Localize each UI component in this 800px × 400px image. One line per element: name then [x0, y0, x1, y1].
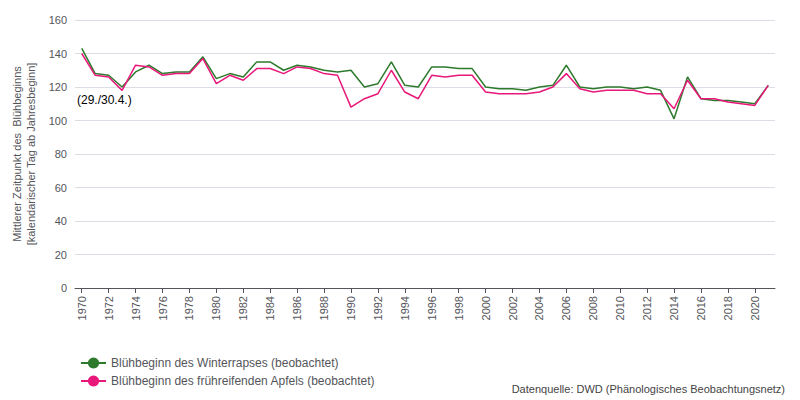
svg-text:1972: 1972: [103, 296, 115, 320]
svg-text:60: 60: [55, 182, 67, 194]
svg-text:80: 80: [55, 148, 67, 160]
svg-text:2014: 2014: [668, 296, 680, 320]
svg-text:1970: 1970: [76, 296, 88, 320]
svg-text:2018: 2018: [722, 296, 734, 320]
svg-text:1992: 1992: [372, 296, 384, 320]
svg-text:1986: 1986: [291, 296, 303, 320]
svg-text:1982: 1982: [237, 296, 249, 320]
svg-text:2002: 2002: [507, 296, 519, 320]
svg-text:Blühbeginn des frühreifenden A: Blühbeginn des frühreifenden Apfels (beo…: [111, 374, 375, 388]
svg-text:2006: 2006: [560, 296, 572, 320]
svg-text:1996: 1996: [426, 296, 438, 320]
svg-text:0: 0: [61, 282, 67, 294]
svg-text:100: 100: [49, 115, 67, 127]
svg-text:1984: 1984: [264, 296, 276, 320]
svg-text:2020: 2020: [749, 296, 761, 320]
svg-text:2008: 2008: [587, 296, 599, 320]
svg-text:1994: 1994: [399, 296, 411, 320]
svg-text:1974: 1974: [130, 296, 142, 320]
svg-text:1978: 1978: [183, 296, 195, 320]
svg-text:1998: 1998: [453, 296, 465, 320]
svg-text:1976: 1976: [157, 296, 169, 320]
svg-text:Datenquelle: DWD (Phänologisch: Datenquelle: DWD (Phänologisches Beobach…: [512, 383, 785, 395]
svg-text:40: 40: [55, 215, 67, 227]
svg-text:1990: 1990: [345, 296, 357, 320]
svg-text:Mittlerer Zeitpunkt des Blühb: Mittlerer Zeitpunkt des Blühbeginns: [11, 66, 23, 242]
svg-text:20: 20: [55, 249, 67, 261]
svg-text:120: 120: [49, 81, 67, 93]
svg-text:1980: 1980: [210, 296, 222, 320]
svg-text:2010: 2010: [614, 296, 626, 320]
svg-text:160: 160: [49, 14, 67, 26]
svg-text:Blühbeginn des Winterrapses (b: Blühbeginn des Winterrapses (beobachtet): [111, 356, 338, 370]
svg-text:2012: 2012: [641, 296, 653, 320]
svg-text:2004: 2004: [533, 296, 545, 320]
svg-text:2016: 2016: [695, 296, 707, 320]
svg-text:140: 140: [49, 48, 67, 60]
svg-text:2000: 2000: [480, 296, 492, 320]
svg-text:[kalendarischer Tag ab Jahresb: [kalendarischer Tag ab Jahresbeginn]: [25, 63, 37, 246]
svg-text:(29./30.4.): (29./30.4.): [77, 93, 132, 107]
svg-text:1988: 1988: [318, 296, 330, 320]
